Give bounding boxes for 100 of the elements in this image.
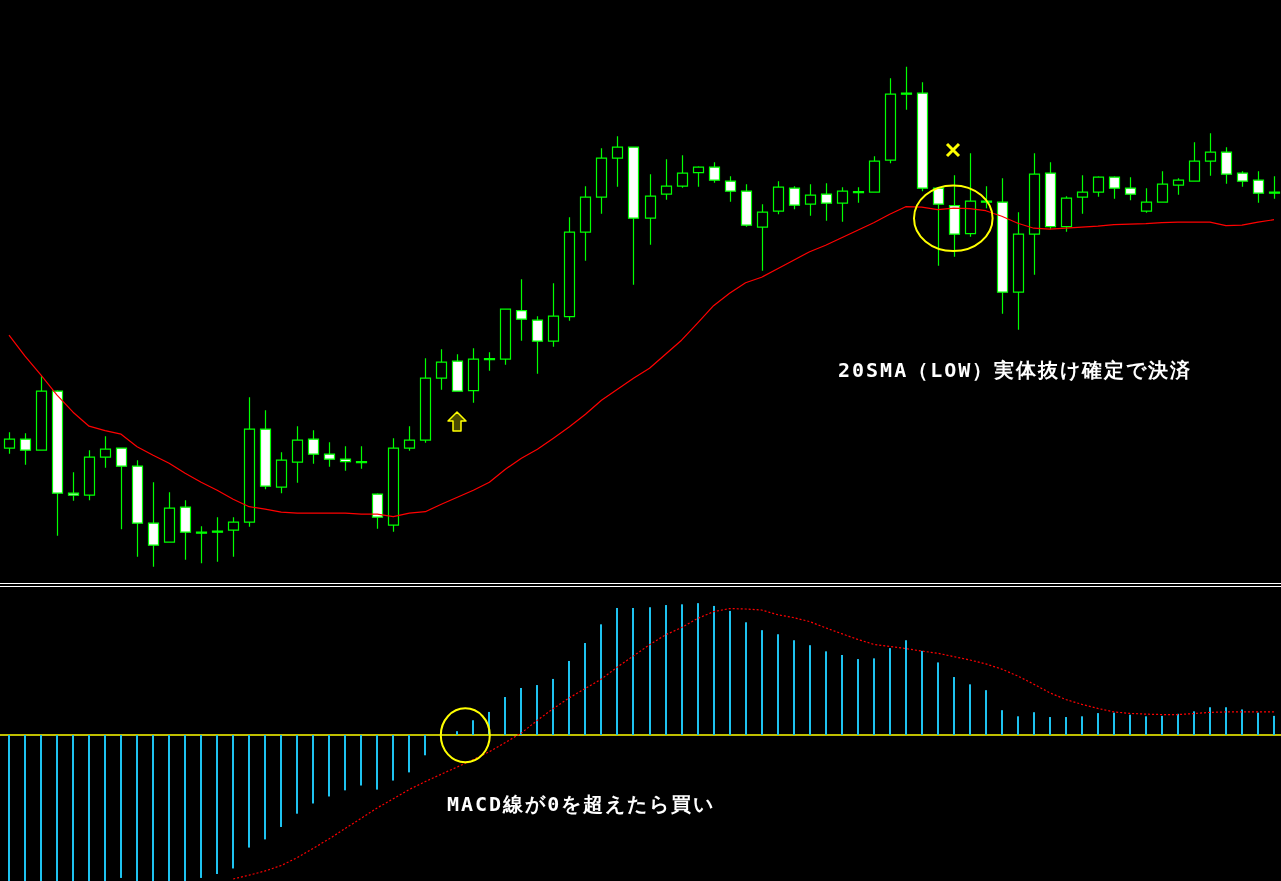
bar: [985, 690, 987, 735]
bar: [665, 605, 667, 735]
candlestick: [1012, 211, 1025, 331]
candlestick: [547, 282, 560, 348]
candlestick: [323, 441, 336, 468]
annotation: 20SMA（LOW）実体抜け確定で決済: [838, 358, 1193, 382]
bar: [969, 684, 971, 735]
bar: [504, 697, 506, 735]
candlestick: [708, 161, 721, 184]
bar: [328, 735, 330, 797]
bar: [168, 735, 170, 881]
bar: [104, 735, 106, 881]
bar: [584, 643, 586, 735]
candlestick: [515, 278, 528, 342]
candlestick: [1268, 175, 1281, 200]
candlestick: [131, 459, 144, 558]
candlestick: [163, 491, 176, 543]
candlestick: [3, 431, 16, 455]
bar: [953, 677, 955, 735]
bar: [1097, 713, 1099, 735]
candlestick: [243, 396, 256, 528]
candlestick: [788, 185, 801, 210]
bar: [1081, 716, 1083, 735]
bar: [1001, 710, 1003, 735]
candlestick: [1172, 177, 1185, 196]
bar: [873, 658, 875, 735]
bar: [1177, 713, 1179, 735]
bar: [777, 634, 779, 735]
bar: [697, 603, 699, 735]
bar: [1065, 717, 1067, 735]
bar: [841, 654, 843, 735]
candlestick: [563, 216, 576, 322]
candlestick: [724, 175, 737, 203]
bar: [568, 660, 570, 735]
candlestick: [371, 492, 384, 530]
bar: [264, 735, 266, 840]
candlestick: [1252, 170, 1265, 204]
candlestick: [1076, 174, 1089, 215]
candlestick: [1044, 161, 1057, 230]
candlestick: [275, 451, 288, 494]
candlestick: [19, 432, 32, 466]
candlestick: [1028, 152, 1041, 276]
candlestick: [980, 185, 993, 209]
candlestick: [884, 77, 897, 164]
bar: [1209, 707, 1211, 735]
candlestick: [531, 315, 544, 375]
candlestick: [868, 155, 881, 193]
candlestick: [227, 516, 240, 558]
bar: [857, 659, 859, 735]
bar: [1113, 712, 1115, 735]
bar: [424, 735, 426, 756]
annotation: MACD線が0を超えたら買い: [447, 792, 716, 816]
candlestick: [435, 348, 448, 391]
candlestick: [99, 435, 112, 469]
candlestick: [291, 425, 304, 484]
candlestick: [179, 499, 192, 561]
candlestick: [1204, 132, 1217, 177]
bar: [632, 607, 634, 735]
candlestick: [1108, 175, 1121, 200]
candlestick: [355, 445, 368, 470]
bar: [1129, 714, 1131, 735]
bar: [40, 735, 42, 881]
bar: [24, 735, 26, 881]
bar: [921, 650, 923, 735]
bar: [120, 735, 122, 878]
candlestick: [836, 186, 849, 223]
candlestick: [115, 447, 128, 530]
candlestick: [467, 347, 480, 404]
bar: [344, 735, 346, 791]
bar: [1049, 717, 1051, 735]
bar: [649, 607, 651, 735]
candlestick: [1092, 175, 1105, 198]
bar: [825, 651, 827, 735]
bar: [280, 735, 282, 827]
bar: [296, 735, 298, 814]
candlestick: [419, 357, 432, 444]
bar: [312, 735, 314, 804]
candlestick: [483, 351, 496, 372]
bar: [72, 735, 74, 881]
candlestick: [51, 389, 64, 537]
candlestick: [259, 409, 272, 490]
bar: [809, 645, 811, 735]
candlestick: [852, 186, 865, 204]
bar: [793, 640, 795, 735]
bar: [937, 662, 939, 735]
candlestick: [932, 187, 945, 267]
candlestick: [451, 353, 464, 392]
bar: [1145, 716, 1147, 735]
candlestick: [772, 180, 785, 215]
bar: [713, 605, 715, 735]
candlestick: [147, 481, 160, 568]
candlestick: [964, 152, 977, 238]
bar: [1257, 712, 1259, 735]
candlestick: [900, 66, 913, 111]
candlestick: [339, 445, 352, 472]
bar: [376, 735, 378, 790]
bar: [536, 685, 538, 735]
bar: [200, 735, 202, 878]
bar: [408, 735, 410, 773]
bar: [1273, 715, 1275, 735]
